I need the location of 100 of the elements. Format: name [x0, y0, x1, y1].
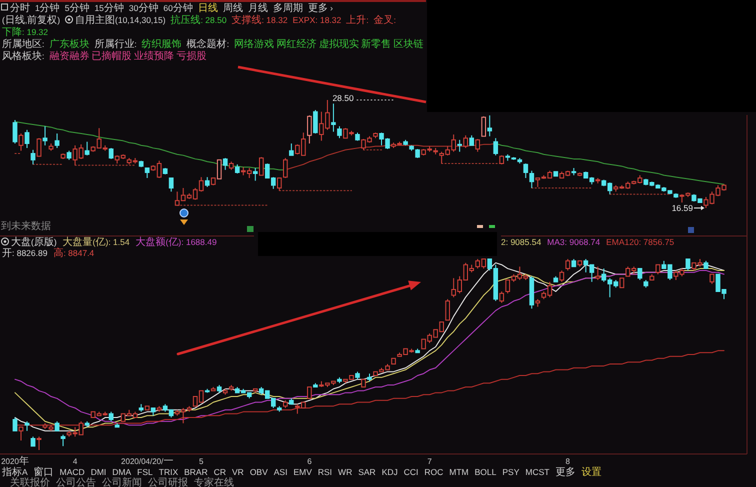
candlestick	[30, 149, 36, 165]
text: BRAR	[184, 467, 208, 477]
candlestick	[222, 158, 228, 170]
text: 指标A	[1, 466, 28, 478]
candlestick	[656, 264, 660, 275]
text: 抗压线: 28.50	[170, 14, 227, 26]
candlestick	[577, 172, 582, 177]
text: 月线	[248, 2, 268, 14]
candlestick	[42, 126, 48, 146]
candlestick	[108, 148, 114, 160]
candlestick	[644, 280, 648, 288]
text: 30分钟	[128, 2, 158, 14]
candlestick	[204, 176, 210, 188]
text: MCST	[525, 467, 550, 477]
candlestick	[144, 168, 150, 178]
candlestick	[252, 168, 258, 182]
candlestick	[252, 388, 258, 394]
annotation: 高: 8847.4	[53, 247, 94, 259]
candlestick	[704, 260, 708, 270]
x-tick-label: 7	[427, 457, 432, 466]
candlestick	[331, 103, 336, 132]
candlestick	[415, 148, 420, 159]
text: PSY	[502, 467, 520, 477]
text: 2: 9085.54	[501, 237, 542, 247]
candlestick	[234, 164, 240, 174]
text: ROC	[424, 467, 444, 477]
candlestick	[60, 434, 66, 447]
candlestick	[60, 153, 66, 160]
candlestick	[355, 371, 360, 380]
text: ASI	[274, 467, 288, 477]
text: 到未来数据	[1, 220, 51, 232]
text: MACD	[60, 467, 85, 477]
candlestick	[108, 411, 114, 422]
text: 所属地区:	[2, 38, 44, 50]
candlestick	[571, 258, 576, 268]
candlestick	[283, 400, 288, 408]
x-tick-label: 5	[199, 457, 204, 466]
candlestick	[66, 150, 72, 160]
candlestick	[48, 143, 54, 152]
candlestick	[258, 156, 264, 176]
annotation: 开: 8826.89	[2, 248, 48, 259]
candlestick	[222, 388, 228, 396]
text: 大盘额(亿): 1688.49	[136, 236, 217, 248]
text: DMI	[90, 467, 106, 477]
text: 1分钟	[35, 2, 60, 14]
text: RSI	[318, 467, 332, 477]
candlestick	[565, 258, 570, 271]
text: TRIX	[158, 467, 178, 477]
candlestick	[529, 276, 534, 310]
candlestick	[511, 156, 516, 160]
candlestick	[313, 109, 318, 134]
text: 设置	[581, 466, 602, 478]
text: 公司公告	[56, 476, 96, 487]
candlestick	[445, 298, 450, 321]
text: 60分钟	[163, 2, 193, 14]
x-tick-label: 8	[566, 457, 571, 466]
candlestick	[415, 348, 420, 354]
candlestick	[361, 378, 366, 388]
candlestick	[517, 158, 522, 164]
candlestick	[30, 436, 36, 447]
candlestick	[710, 274, 714, 284]
x-tick-label: 2020/04/20/一	[121, 456, 174, 467]
candlestick	[307, 386, 312, 399]
text: OBV	[250, 467, 268, 477]
text: 关联报价	[10, 476, 50, 487]
text: EXPX: 18.32	[292, 15, 342, 25]
candlestick	[571, 168, 576, 176]
candlestick	[283, 158, 288, 178]
text: WR	[338, 467, 352, 477]
candlestick	[523, 162, 528, 178]
candlestick	[138, 404, 144, 412]
candlestick	[553, 276, 558, 282]
candlestick	[403, 139, 408, 146]
text: 5分钟	[64, 2, 90, 14]
text: EMA120: 7856.75	[606, 237, 674, 247]
candlestick	[559, 270, 564, 282]
candlestick	[114, 422, 120, 428]
candlestick	[391, 358, 396, 365]
candlestick	[150, 407, 156, 416]
text: 周线	[222, 2, 243, 14]
candlestick	[228, 384, 234, 392]
candlestick	[216, 384, 222, 394]
candlestick	[475, 138, 480, 152]
text: 窗口	[34, 466, 54, 478]
candlestick	[535, 298, 540, 308]
candlestick	[12, 119, 18, 144]
text: 多周期	[272, 2, 303, 14]
text: 支撑线: 18.32	[232, 14, 288, 26]
text: 网络游戏 网红经济 虚拟现实 新零售 区块链	[234, 38, 424, 50]
candlestick	[307, 114, 312, 144]
candlestick	[84, 141, 90, 156]
x-tick-label: 6	[307, 457, 312, 466]
candlestick	[313, 382, 318, 388]
candlestick	[463, 134, 468, 149]
annotation: 16.59	[672, 203, 694, 213]
candlestick	[553, 171, 558, 177]
candlestick	[409, 144, 414, 152]
candlestick	[36, 138, 42, 157]
text: 分时	[10, 2, 30, 14]
candlestick	[24, 129, 30, 149]
